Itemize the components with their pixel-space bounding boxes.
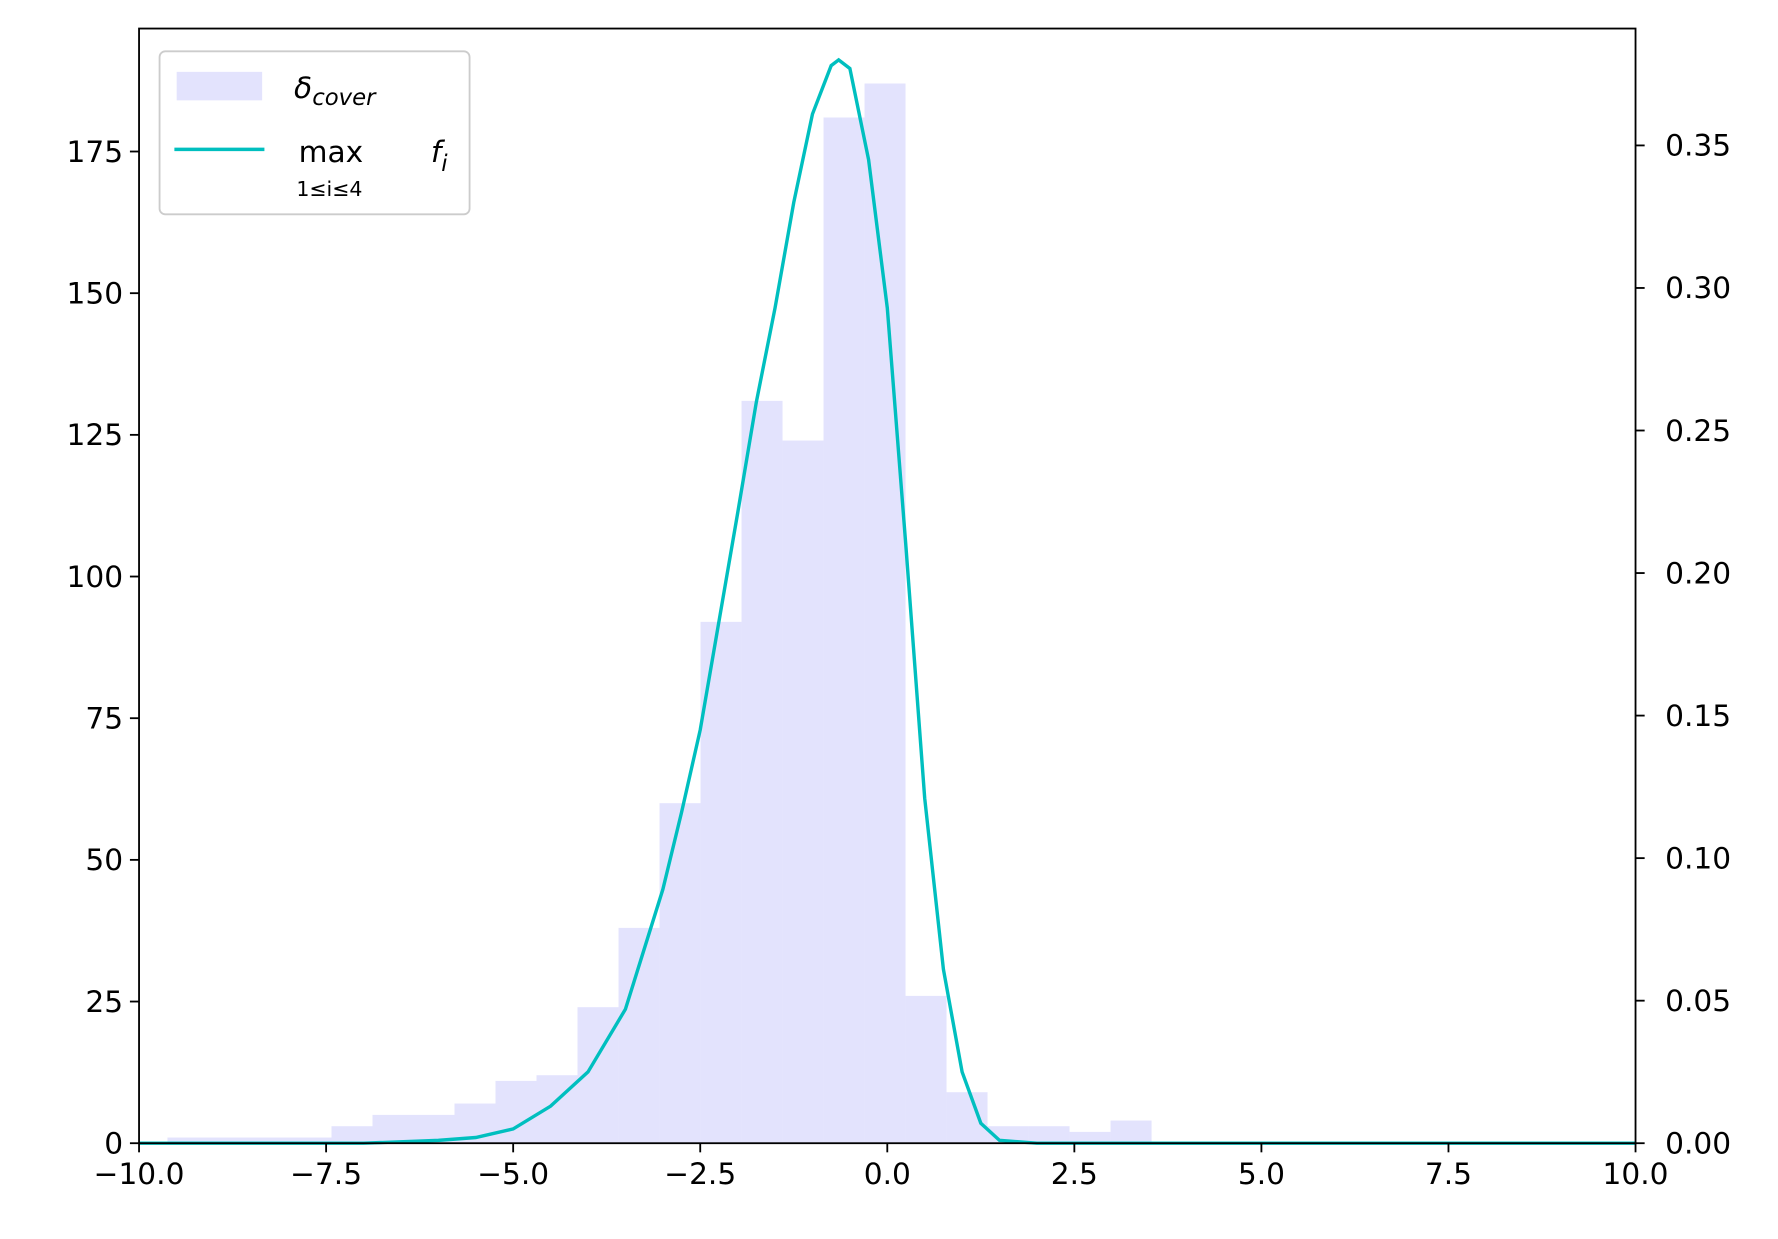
legend-label-main: max bbox=[299, 134, 364, 169]
histogram-bar bbox=[1028, 1126, 1070, 1144]
histogram-bar bbox=[331, 1126, 373, 1144]
legend-label: δcover bbox=[294, 70, 377, 111]
y-tick-label: 50 bbox=[85, 842, 123, 877]
x-tick-label: −7.5 bbox=[290, 1156, 362, 1191]
x-tick-label: −5.0 bbox=[477, 1156, 549, 1191]
y2-tick-label: 0.30 bbox=[1665, 270, 1731, 305]
histogram-bar bbox=[495, 1080, 537, 1144]
histogram-bar bbox=[208, 1137, 250, 1144]
histogram-bar bbox=[372, 1114, 414, 1144]
histogram-bar bbox=[741, 400, 783, 1144]
y2-tick-label: 0.05 bbox=[1665, 983, 1731, 1018]
histogram-bar bbox=[700, 621, 742, 1144]
legend-label-main: δ bbox=[294, 70, 312, 105]
histogram-bar bbox=[782, 440, 824, 1144]
histogram-bar bbox=[864, 83, 906, 1144]
y-tick-label: 125 bbox=[67, 417, 124, 452]
legend-label-sub: i bbox=[441, 151, 448, 177]
x-tick-label: −10.0 bbox=[94, 1156, 185, 1191]
histogram-bar bbox=[905, 995, 947, 1144]
y-tick-label: 175 bbox=[67, 134, 124, 169]
histogram-bar bbox=[1069, 1131, 1111, 1144]
legend-swatch bbox=[176, 71, 263, 101]
y-tick-label: 150 bbox=[67, 275, 124, 310]
histogram-bar bbox=[823, 117, 865, 1144]
legend-label: max 1≤i≤4fi bbox=[296, 134, 448, 201]
x-tick-label: 5.0 bbox=[1238, 1156, 1285, 1191]
histogram-bar bbox=[249, 1137, 291, 1144]
y-tick-label: 100 bbox=[67, 559, 124, 594]
histogram-bar bbox=[659, 803, 701, 1144]
x-tick-label: 7.5 bbox=[1425, 1156, 1472, 1191]
y2-tick-label: 0.00 bbox=[1665, 1125, 1731, 1160]
line-series bbox=[139, 57, 1636, 1145]
histogram-bar bbox=[1110, 1120, 1152, 1144]
y2-tick-label: 0.25 bbox=[1665, 413, 1731, 448]
y2-tick-label: 0.35 bbox=[1665, 128, 1731, 163]
histogram-bar bbox=[167, 1137, 209, 1144]
x-tick-label: 2.5 bbox=[1051, 1156, 1098, 1191]
histogram-bar bbox=[290, 1137, 332, 1144]
legend-label-limits: 1≤i≤4 bbox=[296, 177, 362, 201]
y2-tick-label: 0.15 bbox=[1665, 698, 1731, 733]
y-tick-label: 0 bbox=[104, 1125, 123, 1160]
y2-tick-label: 0.20 bbox=[1665, 555, 1731, 590]
y2-tick-label: 0.10 bbox=[1665, 840, 1731, 875]
y-tick-label: 75 bbox=[85, 700, 123, 735]
histogram-bar bbox=[946, 1092, 988, 1144]
x-tick-label: −2.5 bbox=[664, 1156, 736, 1191]
y-tick-label: 25 bbox=[85, 984, 123, 1019]
legend-label-sub: cover bbox=[312, 85, 377, 111]
x-tick-label: 10.0 bbox=[1603, 1156, 1669, 1191]
x-tick-label: 0.0 bbox=[864, 1156, 911, 1191]
